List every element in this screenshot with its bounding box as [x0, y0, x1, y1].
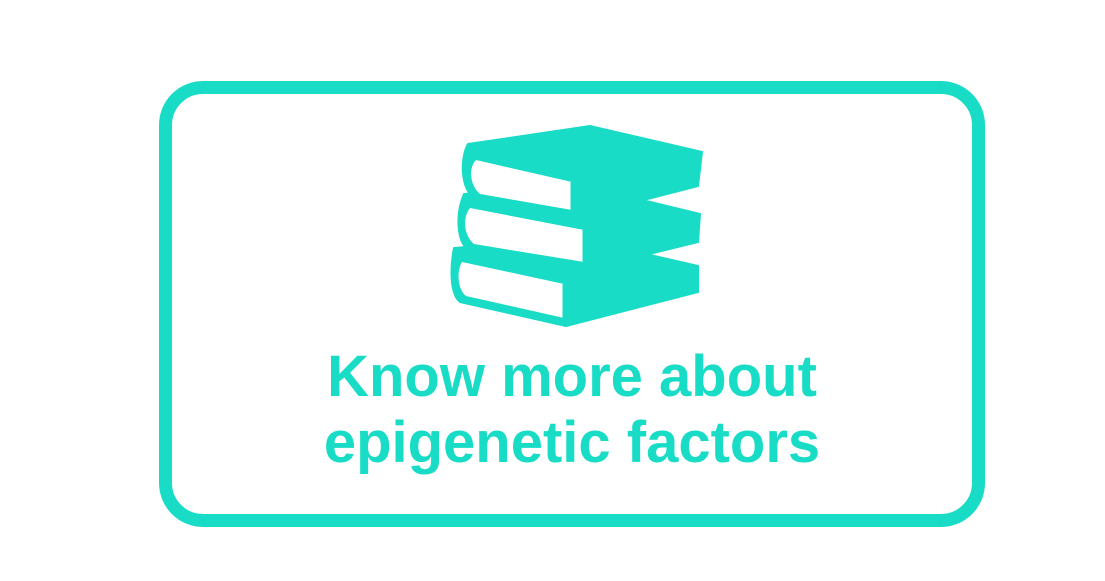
caption-line-2: epigenetic factors [323, 410, 821, 475]
books-stack-icon [446, 116, 708, 332]
caption-line-1: Know more about [327, 344, 817, 409]
card-caption: Know more about epigenetic factors [172, 344, 972, 476]
epigenetic-factors-link-card[interactable]: Know more about epigenetic factors [159, 81, 985, 527]
